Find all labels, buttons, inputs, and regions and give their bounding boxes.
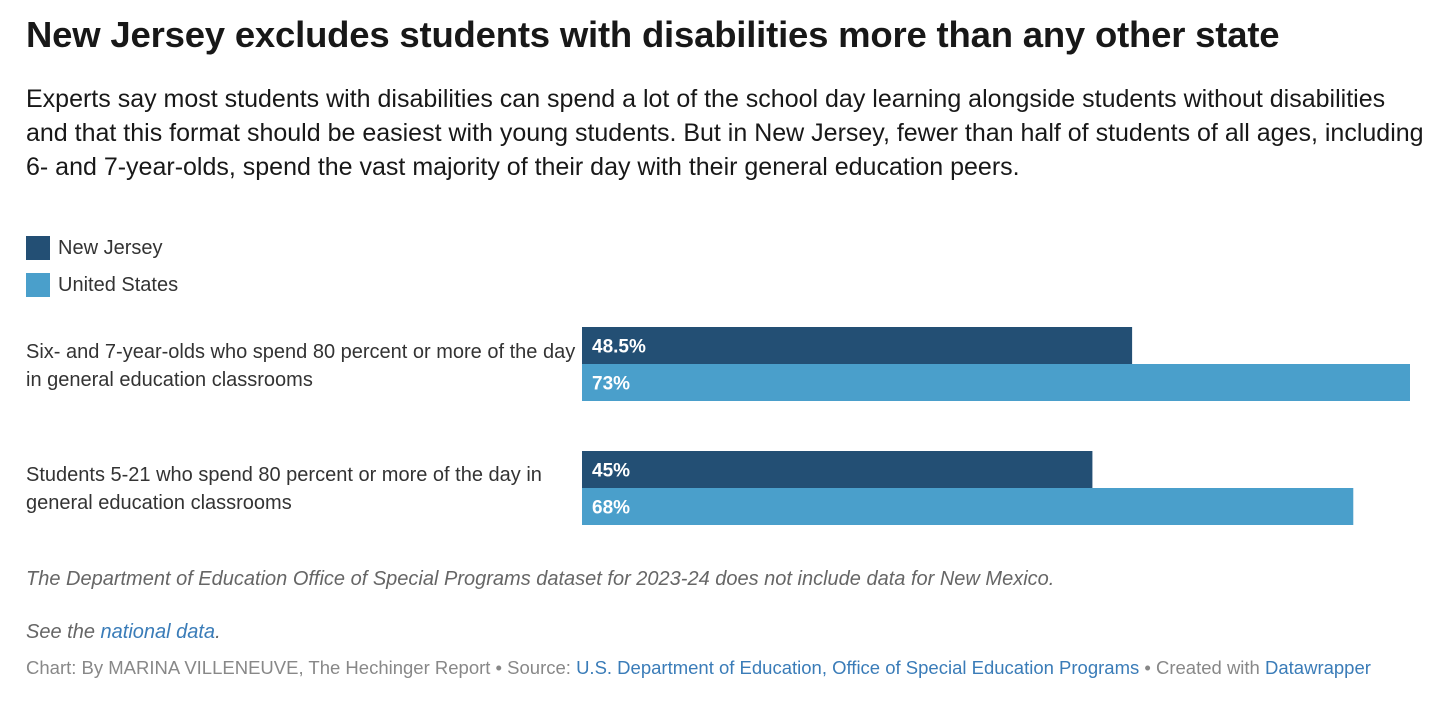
legend: New Jersey United States: [26, 235, 178, 309]
bar-united-states-0: [582, 364, 1410, 401]
see-national-data: See the national data.: [26, 621, 221, 644]
chart-subtitle: Experts say most students with disabilit…: [26, 85, 1424, 181]
legend-item-new-jersey: New Jersey: [26, 235, 178, 261]
legend-label-new-jersey: New Jersey: [58, 236, 163, 259]
bar-new-jersey-1: [582, 451, 1093, 488]
chart-title: New Jersey excludes students with disabi…: [26, 14, 1280, 55]
created-with-separator: • Created with: [1139, 657, 1265, 678]
see-prefix: See the: [26, 621, 101, 643]
national-data-link[interactable]: national data: [100, 621, 216, 643]
legend-label-united-states: United States: [58, 273, 179, 296]
see-suffix: .: [215, 621, 221, 643]
chart-note: The Department of Education Office of Sp…: [26, 568, 1055, 590]
bar-label-new-jersey-0: 48.5%: [592, 337, 646, 358]
bar-label-united-states-1: 68%: [592, 498, 630, 519]
category-label-6-7-year-olds: Six- and 7-year-olds who spend 80 percen…: [26, 341, 576, 391]
legend-item-united-states: United States: [26, 272, 178, 298]
datawrapper-link[interactable]: Datawrapper: [1265, 657, 1371, 678]
category-label-students-5-21: Students 5-21 who spend 80 percent or mo…: [26, 464, 542, 514]
bar-label-united-states-0: 73%: [592, 374, 630, 395]
bar-united-states-1: [582, 488, 1354, 525]
legend-swatch-new-jersey: [26, 236, 50, 260]
bar-label-new-jersey-1: 45%: [592, 461, 630, 482]
source-link[interactable]: U.S. Department of Education, Office of …: [576, 657, 1140, 678]
bar-new-jersey-0: [582, 327, 1133, 364]
chart-credit: Chart: By MARINA VILLENEUVE, The Heching…: [26, 657, 491, 678]
legend-swatch-united-states: [26, 273, 50, 297]
source-separator: • Source:: [490, 657, 577, 678]
chart-footer: Chart: By MARINA VILLENEUVE, The Heching…: [26, 656, 1426, 680]
